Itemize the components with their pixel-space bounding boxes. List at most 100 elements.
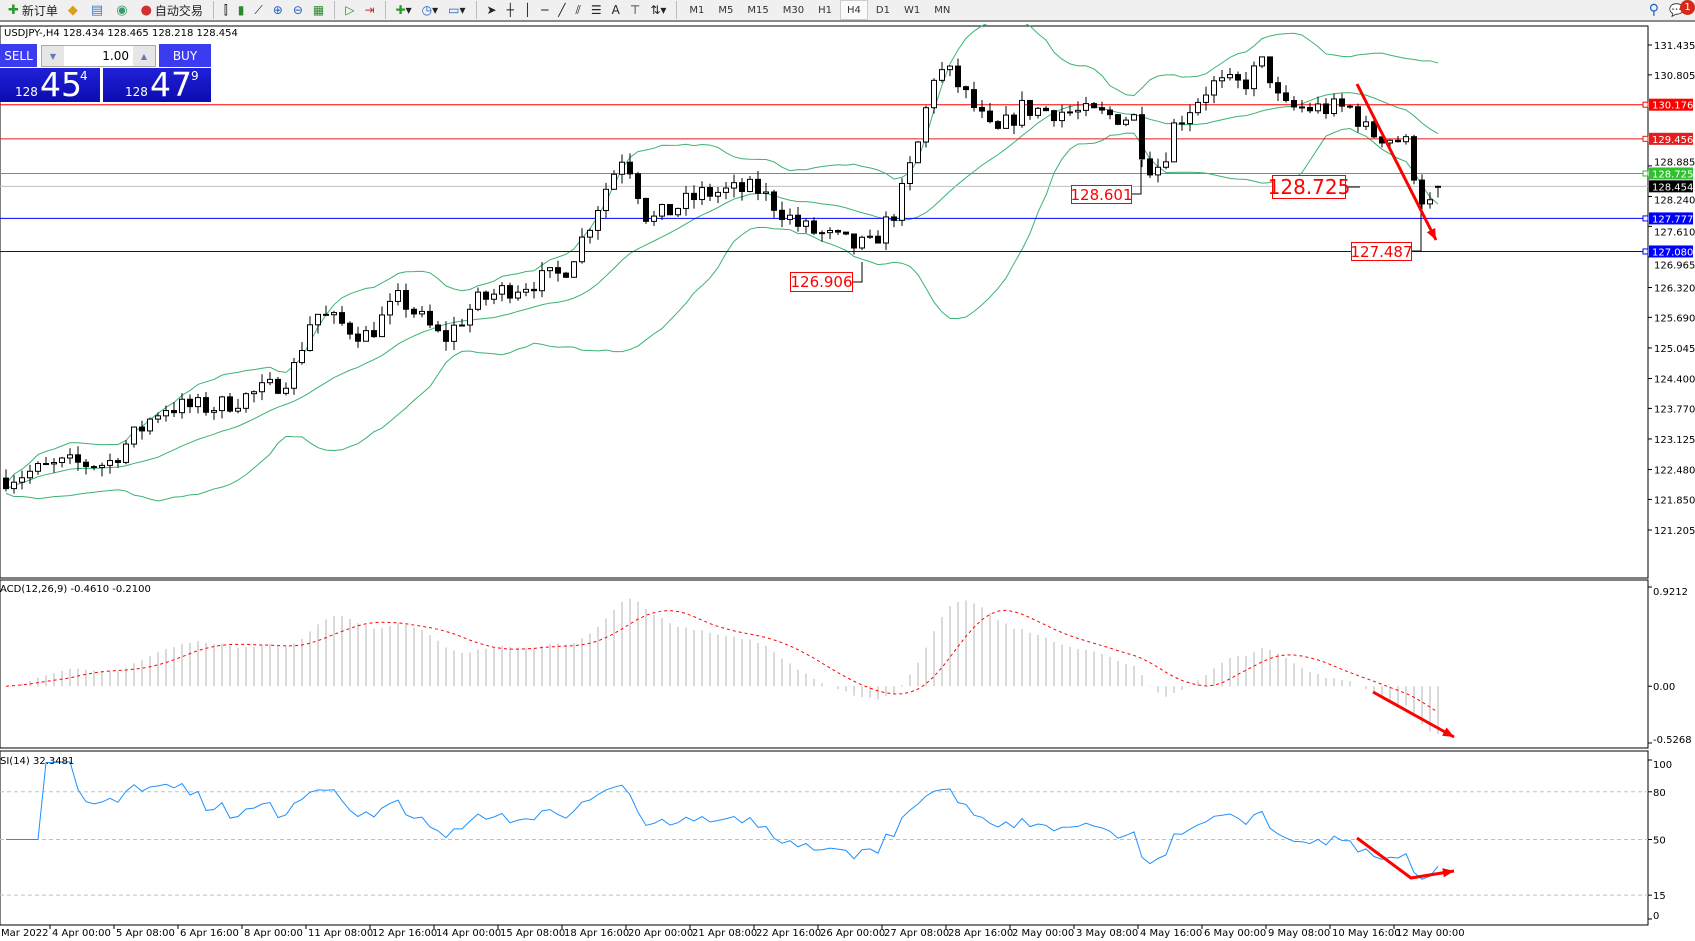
time-label: 27 Apr 08:00 [884,928,950,939]
indicators-button[interactable]: ✚ ▾ [395,3,412,17]
price-label-127487[interactable]: 127.487 [1350,242,1413,261]
arrows-button[interactable]: ⇅ ▾ [650,3,667,17]
timeframe-d1[interactable]: D1 [875,4,890,16]
candle [115,457,121,468]
price-label-126906[interactable]: 126.906 [790,272,853,292]
price-label-128601[interactable]: 128.601 [1070,185,1133,204]
trendline-button[interactable]: ╱ [554,0,569,20]
trend-arrow-macd [1372,690,1455,739]
buy-button[interactable]: BUY [159,44,211,68]
new-order-button[interactable]: ✚ 新订单 [4,0,62,20]
timeframe-h4[interactable]: H4 [840,0,868,20]
chart-canvas[interactable]: 131.435 130.805 128.885 128.240 127.610 126.9… [0,24,1695,941]
signals-button[interactable]: ◉ [112,0,134,20]
lot-increase-button[interactable]: ▲ [133,46,155,66]
search-button[interactable]: ⚲ [1645,0,1663,20]
candle [939,61,945,83]
candle-body [1043,107,1049,112]
candle [1043,106,1049,112]
candle [1083,96,1089,117]
candle [1411,134,1417,185]
timeframe-w1[interactable]: W1 [903,4,921,16]
candle [747,175,753,193]
buy-price-pips: 47 [150,65,192,104]
candle-body [451,324,457,342]
lot-value[interactable]: 1.00 [102,49,129,63]
timeframe-m1[interactable]: M1 [689,4,705,16]
candle-body [115,460,121,463]
price-label-128725[interactable]: 128.725 [1267,175,1351,199]
candle-body [1227,74,1233,79]
timeframe-mn[interactable]: MN [934,4,951,16]
buy-price[interactable]: 128 47 9 [103,68,211,102]
sell-button[interactable]: SELL [0,44,37,68]
chart-shift-button[interactable]: ⇥ [360,0,378,20]
timeframe-m30[interactable]: M30 [782,4,805,16]
candle-body [75,454,81,463]
candle-body [307,324,313,351]
rsi-label: SI(14) 32.3481 [0,756,75,767]
price-tick-label: 121.850 [1654,495,1695,506]
candle-body [539,270,545,292]
experts-button[interactable]: ◆ [64,0,85,20]
candle [1147,151,1153,178]
line-chart-button[interactable]: ⟋ [250,0,266,20]
periods-button[interactable]: ◷ ▾ [421,3,439,17]
candle-body [1051,110,1057,122]
price-tick-label: 127.610 [1654,227,1695,238]
candle [1267,56,1273,89]
candle [1323,98,1329,119]
candle-body [1187,112,1193,125]
horizontal-line-button[interactable]: ─ [537,0,552,20]
candle-body [1211,80,1217,96]
candle-body [899,182,905,221]
timeframe-h1[interactable]: H1 [818,4,833,16]
candle-body [1435,185,1441,188]
candle [107,453,113,474]
timeframe-m5[interactable]: M5 [718,4,734,16]
candle [1003,106,1009,129]
candle [315,313,321,334]
auto-scroll-button[interactable]: ▷ [341,0,358,20]
sell-price[interactable]: 128 45 4 [0,68,100,102]
tile-windows-button[interactable]: ▦ [309,0,328,20]
price-label-connector [1131,160,1142,195]
timeframe-m15[interactable]: M15 [747,4,769,16]
candle-body [323,313,329,316]
candle-body [795,214,801,227]
macd-axis-label: 0.9212 [1653,587,1688,598]
cursor-button[interactable]: ➤ [483,0,501,20]
vertical-line-button[interactable]: │ [520,0,535,20]
candle [203,392,209,416]
candle-body [1147,158,1153,176]
time-label: 6 May 00:00 [1204,928,1267,939]
lot-size-input[interactable]: ▼ 1.00 ▲ [41,45,156,67]
autotrading-button[interactable]: ● 自动交易 [137,0,207,20]
candle [819,230,825,242]
candle [875,230,881,244]
notifications-button[interactable]: 💬 1 [1665,0,1695,20]
candle-body [1027,99,1033,116]
text-button[interactable]: A [608,0,624,20]
buy-price-big-figure: 128 [125,85,148,99]
candle [619,154,625,184]
crosshair-button[interactable]: ┼ [503,0,518,20]
zoom-out-button[interactable]: ⊖ [289,0,307,20]
candle [1211,76,1217,104]
bar-chart-button[interactable]: ⫿ [220,0,232,20]
zoom-in-button[interactable]: ⊕ [269,0,287,20]
line-handle [1642,248,1649,255]
candle [675,207,681,217]
lot-decrease-button[interactable]: ▼ [42,46,64,66]
history-center-button[interactable]: ▤ [87,0,110,20]
candlestick-button[interactable]: ▮ [234,0,249,20]
candle-body [315,313,321,326]
candle [131,426,137,448]
candle [1179,115,1185,131]
candle-body [707,187,713,197]
text-label-button[interactable]: ⊤ [626,0,644,20]
fibonacci-button[interactable]: ☰ [587,0,606,20]
candle-body [99,464,105,468]
templates-button[interactable]: ▭ ▾ [448,3,466,17]
equidistant-channel-button[interactable]: ⫽ [572,0,585,20]
